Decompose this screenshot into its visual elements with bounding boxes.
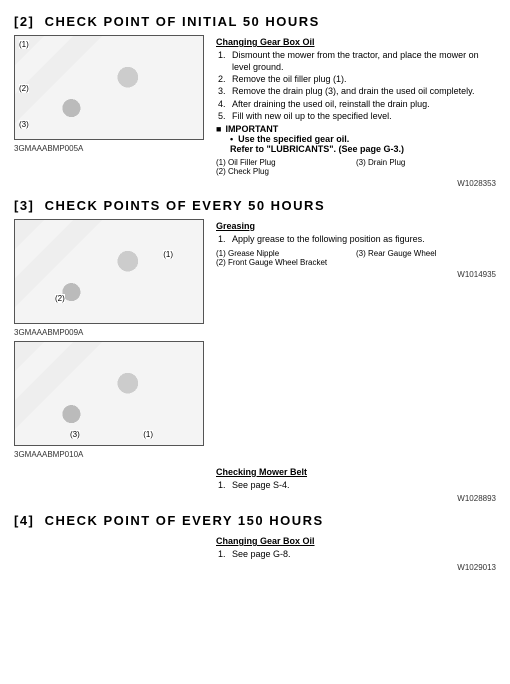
block-row: (3) (1) 3GMAAABMP010A <box>14 341 496 459</box>
section-num: [4] <box>14 513 34 528</box>
legend-item: (2) Check Plug <box>216 167 356 176</box>
callout: (2) <box>55 294 65 303</box>
step-text: Fill with new oil up to the specified le… <box>232 110 392 122</box>
square-bullet-icon: ■ <box>216 124 221 134</box>
legend-item: (3) Rear Gauge Wheel <box>356 249 496 258</box>
step-num: 1. <box>218 49 232 73</box>
step-text: Remove the drain plug (3), and drain the… <box>232 85 474 97</box>
subhead: Checking Mower Belt <box>216 467 496 477</box>
section-3: [3] CHECK POINTS OF EVERY 50 HOURS (1) (… <box>14 198 496 503</box>
text-column <box>216 341 496 459</box>
subhead: Changing Gear Box Oil <box>216 37 496 47</box>
section-title: [4] CHECK POINT OF EVERY 150 HOURS <box>14 513 496 528</box>
section-heading: CHECK POINTS OF EVERY 50 HOURS <box>45 198 326 213</box>
step-num: 3. <box>218 85 232 97</box>
legend-item <box>356 167 496 176</box>
figure-image: (1) (2) (3) <box>14 35 204 140</box>
block-row: Checking Mower Belt 1.See page S-4. <box>14 465 496 491</box>
figure-image: (1) (2) <box>14 219 204 324</box>
callout: (3) <box>19 120 29 129</box>
step-list: 1.Dismount the mower from the tractor, a… <box>218 49 496 122</box>
step-num: 1. <box>218 233 232 245</box>
figure-ref: 3GMAAABMP010A <box>14 450 204 459</box>
step-list: 1.Apply grease to the following position… <box>218 233 496 245</box>
legend-item: (2) Front Gauge Wheel Bracket <box>216 258 356 267</box>
step-num: 1. <box>218 548 232 560</box>
step-num: 2. <box>218 73 232 85</box>
figure-column <box>14 465 204 491</box>
legend-item: (1) Grease Nipple <box>216 249 356 258</box>
callout: (3) <box>70 430 80 439</box>
step-text: Apply grease to the following position a… <box>232 233 425 245</box>
figure-ref: 3GMAAABMP005A <box>14 144 204 153</box>
text-column: Greasing 1.Apply grease to the following… <box>216 219 496 337</box>
figure-ref: 3GMAAABMP009A <box>14 328 204 337</box>
w-code: W1014935 <box>216 270 496 279</box>
step-text: After draining the used oil, reinstall t… <box>232 98 430 110</box>
step-text: See page S-4. <box>232 479 290 491</box>
subhead: Changing Gear Box Oil <box>216 536 496 546</box>
figure-column: (3) (1) 3GMAAABMP010A <box>14 341 204 459</box>
legend-item: (3) Drain Plug <box>356 158 496 167</box>
figure-column <box>14 534 204 560</box>
section-2: [2] CHECK POINT OF INITIAL 50 HOURS (1) … <box>14 14 496 188</box>
step-text: Remove the oil filler plug (1). <box>232 73 347 85</box>
legend: (1) Oil Filler Plug(3) Drain Plug (2) Ch… <box>216 158 496 176</box>
figure-image: (3) (1) <box>14 341 204 446</box>
w-code: W1028353 <box>14 179 496 188</box>
section-heading: CHECK POINT OF EVERY 150 HOURS <box>45 513 324 528</box>
step-text: Dismount the mower from the tractor, and… <box>232 49 496 73</box>
step-list: 1.See page S-4. <box>218 479 496 491</box>
step-text: See page G-8. <box>232 548 291 560</box>
figure-column: (1) (2) (3) 3GMAAABMP005A <box>14 35 204 176</box>
block-row: (1) (2) (3) 3GMAAABMP005A Changing Gear … <box>14 35 496 176</box>
subhead: Greasing <box>216 221 496 231</box>
block-row: (1) (2) 3GMAAABMP009A Greasing 1.Apply g… <box>14 219 496 337</box>
section-heading: CHECK POINT OF INITIAL 50 HOURS <box>45 14 320 29</box>
legend: (1) Grease Nipple(3) Rear Gauge Wheel (2… <box>216 249 496 267</box>
text-column: Changing Gear Box Oil 1.See page G-8. <box>216 534 496 560</box>
important-line: • Use the specified gear oil. <box>230 134 496 144</box>
important-text: Use the specified gear oil. <box>238 134 349 144</box>
figure-column: (1) (2) 3GMAAABMP009A <box>14 219 204 337</box>
section-num: [2] <box>14 14 34 29</box>
w-code: W1028893 <box>14 494 496 503</box>
step-num: 5. <box>218 110 232 122</box>
step-list: 1.See page G-8. <box>218 548 496 560</box>
section-title: [3] CHECK POINTS OF EVERY 50 HOURS <box>14 198 496 213</box>
step-num: 1. <box>218 479 232 491</box>
w-code: W1029013 <box>14 563 496 572</box>
important-line: Refer to "LUBRICANTS". (See page G-3.) <box>230 144 496 154</box>
callout: (1) <box>143 430 153 439</box>
callout: (1) <box>163 250 173 259</box>
section-4: [4] CHECK POINT OF EVERY 150 HOURS Chang… <box>14 513 496 572</box>
text-column: Changing Gear Box Oil 1.Dismount the mow… <box>216 35 496 176</box>
section-title: [2] CHECK POINT OF INITIAL 50 HOURS <box>14 14 496 29</box>
callout: (2) <box>19 84 29 93</box>
callout: (1) <box>19 40 29 49</box>
section-num: [3] <box>14 198 34 213</box>
legend-item: (1) Oil Filler Plug <box>216 158 356 167</box>
text-column: Checking Mower Belt 1.See page S-4. <box>216 465 496 491</box>
step-num: 4. <box>218 98 232 110</box>
block-row: Changing Gear Box Oil 1.See page G-8. <box>14 534 496 560</box>
important-heading: ■IMPORTANT <box>216 124 496 134</box>
